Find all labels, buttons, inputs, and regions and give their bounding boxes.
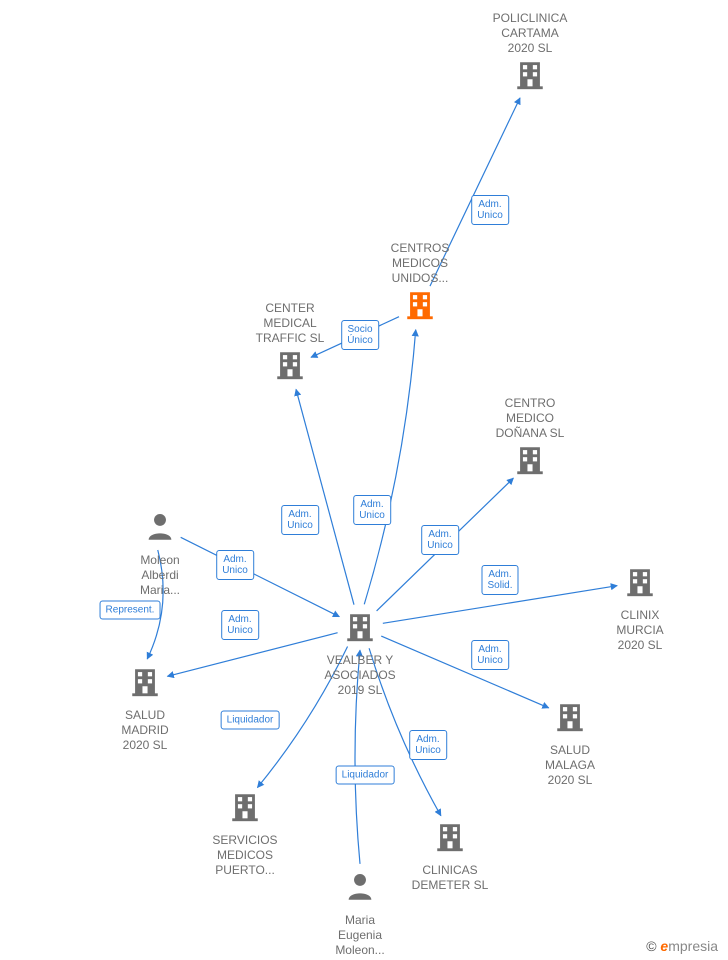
node-label: SERVICIOSMEDICOSPUERTO...	[190, 833, 300, 878]
building-icon	[513, 58, 547, 97]
node-label-line: ASOCIADOS	[305, 668, 415, 683]
node-label-line: Maria	[305, 913, 415, 928]
edge-label: Adm. Unico	[471, 195, 509, 225]
node-label: MariaEugeniaMoleon...	[305, 913, 415, 958]
node-label-line: 2020 SL	[515, 773, 625, 788]
edge-vealber-clinix	[383, 586, 617, 624]
node-label-line: MEDICAL	[235, 316, 345, 331]
node-label-line: 2020 SL	[90, 738, 200, 753]
node-label-line: SALUD	[515, 743, 625, 758]
building-icon	[228, 790, 262, 829]
building-icon	[513, 443, 547, 482]
building-icon	[433, 820, 467, 859]
node-label-line: MEDICOS	[365, 256, 475, 271]
node-label-line: 2019 SL	[305, 683, 415, 698]
node-moleon[interactable]: MoleonAlberdiMaria...	[105, 510, 215, 598]
node-servicios[interactable]: SERVICIOSMEDICOSPUERTO...	[190, 790, 300, 878]
node-label-line: MALAGA	[515, 758, 625, 773]
node-policlinica[interactable]: POLICLINICACARTAMA2020 SL	[475, 11, 585, 97]
network-diagram: POLICLINICACARTAMA2020 SL CENTROSMEDICOS…	[0, 0, 728, 960]
node-clinix[interactable]: CLINIXMURCIA2020 SL	[585, 565, 695, 653]
edges-layer	[0, 0, 728, 960]
node-label: VEALBER YASOCIADOS2019 SL	[305, 653, 415, 698]
edge-label: Adm. Unico	[221, 610, 259, 640]
node-label-line: Alberdi	[105, 568, 215, 583]
edge-label: Adm. Unico	[421, 525, 459, 555]
node-salud_malaga[interactable]: SALUDMALAGA2020 SL	[515, 700, 625, 788]
node-label: CENTERMEDICALTRAFFIC SL	[235, 301, 345, 346]
node-label-line: Moleon...	[305, 943, 415, 958]
node-label-line: CARTAMA	[475, 26, 585, 41]
node-label-line: MEDICOS	[190, 848, 300, 863]
node-vealber[interactable]: VEALBER YASOCIADOS2019 SL	[305, 610, 415, 698]
building-icon	[403, 288, 437, 327]
node-label-line: SALUD	[90, 708, 200, 723]
node-label-line: CENTROS	[365, 241, 475, 256]
building-icon	[273, 348, 307, 387]
node-label-line: SERVICIOS	[190, 833, 300, 848]
building-icon	[623, 565, 657, 604]
node-label-line: CENTRO	[475, 396, 585, 411]
edge-label: Adm. Unico	[409, 730, 447, 760]
node-label-line: Moleon	[105, 553, 215, 568]
building-icon	[553, 700, 587, 739]
node-label-line: DOÑANA SL	[475, 426, 585, 441]
node-label: MoleonAlberdiMaria...	[105, 553, 215, 598]
copyright-symbol: ©	[646, 938, 656, 954]
edge-label: Adm. Unico	[353, 495, 391, 525]
node-label-line: 2020 SL	[475, 41, 585, 56]
edge-label: Adm. Unico	[281, 505, 319, 535]
node-label-line: 2020 SL	[585, 638, 695, 653]
building-icon	[128, 665, 162, 704]
node-label-line: CLINIX	[585, 608, 695, 623]
edge-label: Adm. Unico	[216, 550, 254, 580]
node-salud_madrid[interactable]: SALUDMADRID2020 SL	[90, 665, 200, 753]
node-label-line: MADRID	[90, 723, 200, 738]
node-center_medical[interactable]: CENTERMEDICALTRAFFIC SL	[235, 301, 345, 387]
edge-label: Liquidador	[221, 711, 280, 730]
node-label-line: MURCIA	[585, 623, 695, 638]
node-maria_eugenia[interactable]: MariaEugeniaMoleon...	[305, 870, 415, 958]
copyright: © empresia	[646, 938, 718, 954]
brand-rest: mpresia	[668, 938, 718, 954]
node-label-line: POLICLINICA	[475, 11, 585, 26]
node-centros_medicos[interactable]: CENTROSMEDICOSUNIDOS...	[365, 241, 475, 327]
person-icon	[343, 870, 377, 909]
node-label-line: VEALBER Y	[305, 653, 415, 668]
edge-label: Adm. Solid.	[481, 565, 518, 595]
node-label-line: CENTER	[235, 301, 345, 316]
node-label: CLINIXMURCIA2020 SL	[585, 608, 695, 653]
node-centro_donana[interactable]: CENTROMEDICODOÑANA SL	[475, 396, 585, 482]
node-label: CENTROMEDICODOÑANA SL	[475, 396, 585, 441]
edge-label: Liquidador	[336, 766, 395, 785]
edge-vealber-centro_donana	[377, 478, 514, 611]
node-label-line: UNIDOS...	[365, 271, 475, 286]
person-icon	[143, 510, 177, 549]
edge-label: Represent.	[100, 601, 161, 620]
node-label: SALUDMADRID2020 SL	[90, 708, 200, 753]
node-label: CENTROSMEDICOSUNIDOS...	[365, 241, 475, 286]
node-label-line: MEDICO	[475, 411, 585, 426]
node-label-line: Maria...	[105, 583, 215, 598]
node-label: SALUDMALAGA2020 SL	[515, 743, 625, 788]
node-label-line: PUERTO...	[190, 863, 300, 878]
node-label-line: Eugenia	[305, 928, 415, 943]
edge-vealber-center_medical	[296, 389, 354, 604]
building-icon	[343, 610, 377, 649]
node-label-line: TRAFFIC SL	[235, 331, 345, 346]
node-label: POLICLINICACARTAMA2020 SL	[475, 11, 585, 56]
edge-vealber-centros_medicos	[364, 330, 415, 605]
edge-label: Adm. Unico	[471, 640, 509, 670]
